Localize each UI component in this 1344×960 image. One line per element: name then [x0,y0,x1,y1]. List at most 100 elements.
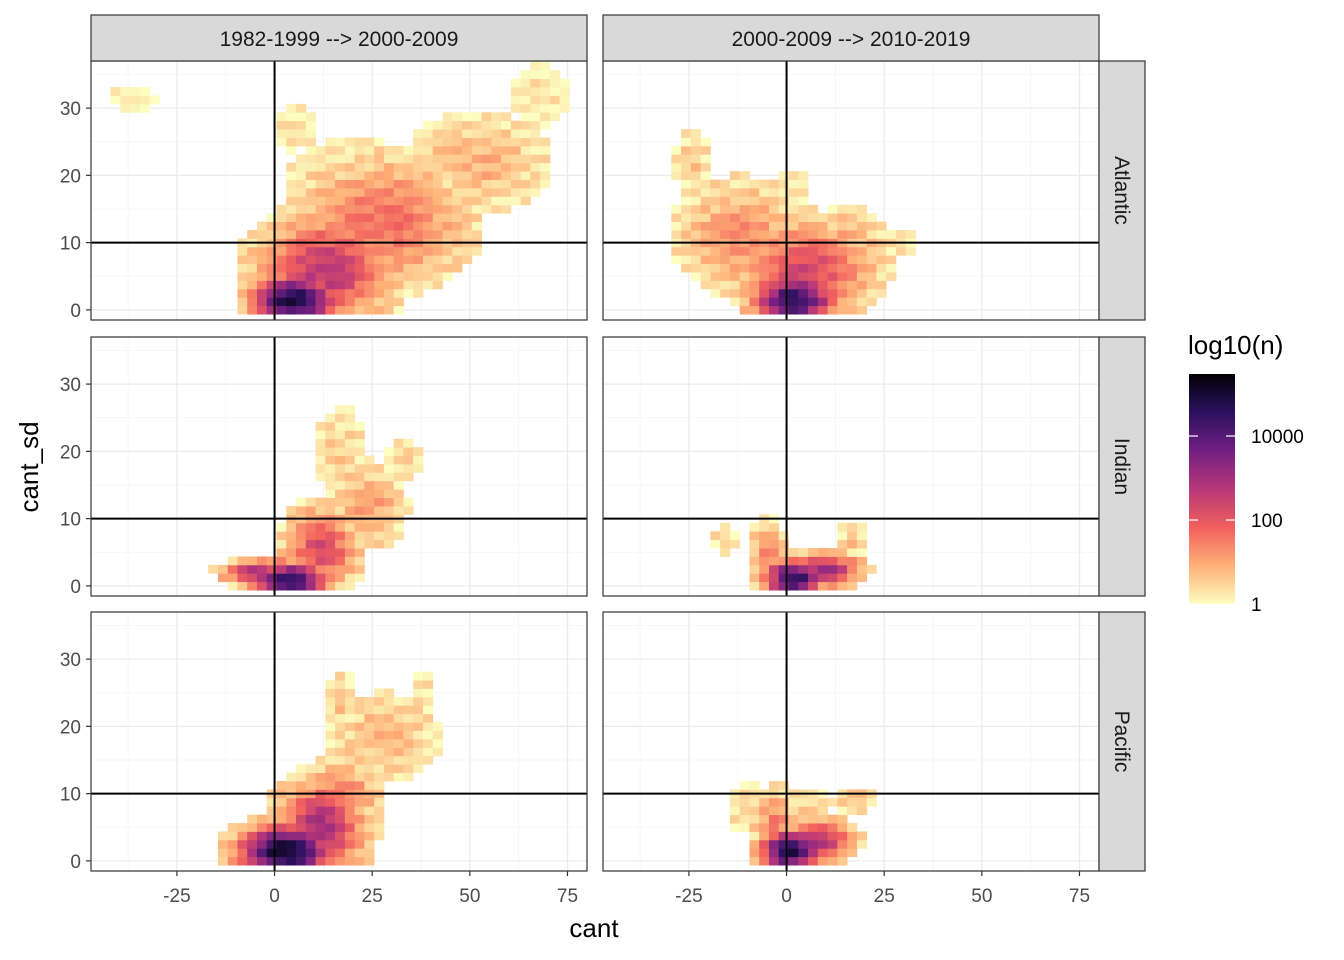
heatmap-tile [837,539,848,549]
heatmap-tile [374,539,385,549]
heatmap-tile [413,230,424,239]
heatmap-tile [749,814,760,824]
heatmap-tile [847,831,858,841]
heatmap-tile [354,823,365,832]
heatmap-tile [432,129,443,138]
heatmap-tile [364,472,375,482]
heatmap-tile [286,522,297,532]
heatmap-tile [374,463,385,473]
heatmap-tile [227,564,238,574]
heatmap-tile [393,531,404,541]
heatmap-tile [344,856,356,866]
heatmap-tile [325,506,336,515]
heatmap-tile [247,839,258,849]
heatmap-tile [296,806,307,816]
heatmap-tile [788,179,799,189]
heatmap-tile [837,255,848,265]
heatmap-tile [403,213,414,223]
heatmap-tile [681,171,692,180]
heatmap-tile [413,713,424,723]
panel-pacific-2 [602,611,1100,872]
heatmap-tile [383,539,395,549]
heatmap-tile [344,755,356,765]
heatmap-tile [344,522,356,532]
heatmap-tile [276,204,287,214]
heatmap-tile [296,120,307,130]
heatmap-tile [354,145,365,155]
heatmap-tile [520,112,531,122]
heatmap-tile [393,438,404,448]
heatmap-tile [681,221,692,231]
heatmap-tile [383,722,395,731]
heatmap-tile [866,297,877,307]
heatmap-tile [798,204,809,214]
heatmap-tile [827,305,838,315]
heatmap-tile [422,129,434,138]
heatmap-tile [442,154,453,164]
heatmap-tile [788,556,799,566]
heatmap-tile [413,696,424,706]
heatmap-tile [768,531,780,541]
heatmap-tile [837,831,848,841]
heatmap-tile [296,764,307,774]
heatmap-tile [383,204,395,214]
heatmap-tile [540,120,551,130]
heatmap-tile [491,204,502,214]
heatmap-tile [335,255,346,265]
heatmap-tile [325,179,336,189]
heatmap-tile [759,280,770,290]
heatmap-tile [374,187,385,197]
heatmap-tile [847,839,858,849]
heatmap-tile [325,187,336,197]
heatmap-tile [364,722,375,731]
heatmap-tile [266,573,277,583]
heatmap-tile [286,806,297,816]
heatmap-tile [403,722,414,731]
heatmap-tile [383,447,395,456]
heatmap-tile [808,806,819,816]
heatmap-tile [876,255,887,265]
heatmap-tile [422,705,434,715]
x-tick-label: 75 [1069,886,1090,907]
heatmap-tile [422,137,434,147]
heatmap-tile [325,430,336,440]
heatmap-tile [325,831,336,841]
heatmap-tile [335,447,346,456]
heatmap-tile [374,506,385,515]
heatmap-tile [749,280,760,290]
heatmap-tile [710,280,721,290]
heatmap-tile [315,814,326,824]
heatmap-tile [432,204,443,214]
heatmap-tile [247,814,258,824]
heatmap-tile [856,573,868,583]
heatmap-tile [217,573,229,583]
heatmap-tile [354,489,365,499]
heatmap-tile [788,255,799,265]
heatmap-tile [383,154,395,164]
heatmap-tile [710,255,721,265]
heatmap-tile [690,196,702,206]
heatmap-tile [759,213,770,223]
heatmap-tile [462,230,473,239]
heatmap-tile [393,472,404,482]
heatmap-tile [442,221,453,231]
heatmap-tile [432,196,443,206]
heatmap-tile [256,823,268,832]
heatmap-tile [266,305,277,315]
heatmap-tile [817,263,828,273]
heatmap-tile [462,154,473,164]
heatmap-tile [296,255,307,265]
heatmap-tile [403,497,414,507]
heatmap-tile [847,288,858,298]
heatmap-tile [354,187,365,197]
heatmap-tile [808,255,819,265]
y-tick-label: 30 [60,99,81,120]
heatmap-tile [374,272,385,281]
heatmap-tile [422,696,434,706]
heatmap-tile [276,781,287,790]
heatmap-tile [432,213,443,223]
heatmap-tile [256,221,268,231]
heatmap-tile [354,472,365,482]
heatmap-tile [778,839,789,849]
heatmap-tile [847,246,858,256]
